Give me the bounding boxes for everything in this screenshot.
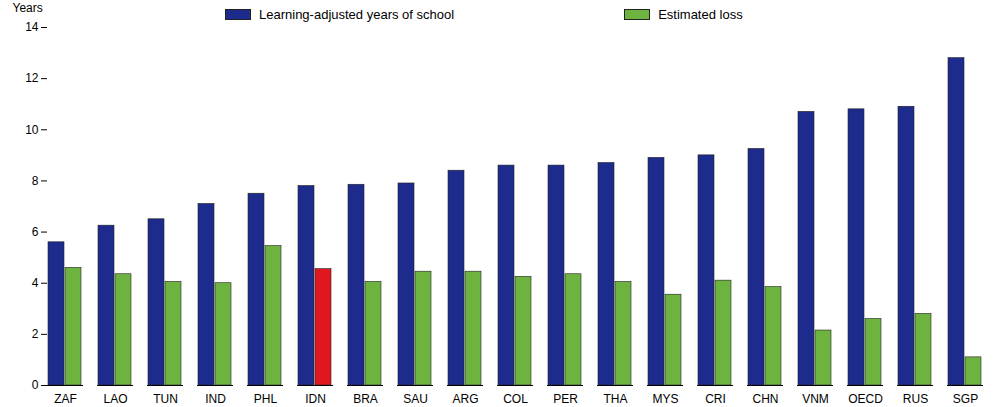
- svg-text:4: 4: [32, 276, 39, 290]
- svg-text:MYS: MYS: [652, 392, 678, 406]
- svg-text:10: 10: [25, 123, 39, 137]
- svg-text:PHL: PHL: [254, 392, 278, 406]
- svg-text:12: 12: [25, 71, 39, 85]
- svg-text:2: 2: [32, 327, 39, 341]
- html-text:Learning-adjusted years of sch: Learning-adjusted years of school: [259, 7, 455, 22]
- svg-text:SAU: SAU: [403, 392, 428, 406]
- svg-text:RUS: RUS: [903, 392, 928, 406]
- svg-text:8: 8: [32, 174, 39, 188]
- svg-text:PER: PER: [553, 392, 578, 406]
- html-text:Estimated loss: Estimated loss: [658, 7, 743, 22]
- svg-text:BRA: BRA: [353, 392, 378, 406]
- svg-text:IDN: IDN: [305, 392, 326, 406]
- svg-text:TUN: TUN: [153, 392, 178, 406]
- svg-text:6: 6: [32, 225, 39, 239]
- svg-text:IND: IND: [205, 392, 226, 406]
- svg-text:LAO: LAO: [103, 392, 127, 406]
- svg-text:CHN: CHN: [753, 392, 779, 406]
- svg-text:ARG: ARG: [452, 392, 478, 406]
- svg-text:14: 14: [25, 20, 39, 34]
- svg-text:COL: COL: [503, 392, 528, 406]
- svg-text:CRI: CRI: [705, 392, 726, 406]
- svg-text:OECD: OECD: [848, 392, 883, 406]
- svg-text:SGP: SGP: [953, 392, 978, 406]
- svg-text:Years: Years: [13, 1, 43, 15]
- svg-text:ZAF: ZAF: [54, 392, 77, 406]
- svg-text:THA: THA: [604, 392, 628, 406]
- svg-text:0: 0: [32, 378, 39, 392]
- svg-text:VNM: VNM: [802, 392, 829, 406]
